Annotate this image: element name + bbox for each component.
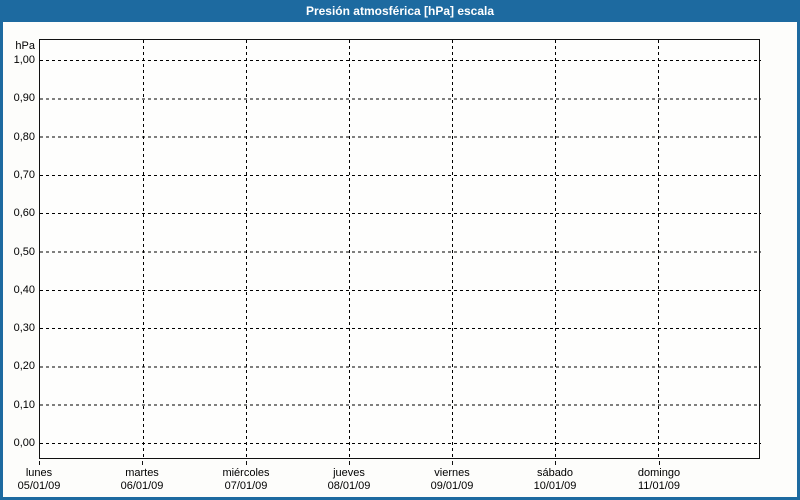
x-day-date: 11/01/09: [637, 480, 680, 492]
x-day-date: 07/01/09: [224, 480, 268, 492]
y-axis-unit-label: hPa: [15, 40, 35, 52]
y-tick-label: 0,30: [13, 322, 35, 334]
y-tick-label: 0,20: [13, 360, 35, 372]
x-tick-mark: [142, 461, 143, 465]
y-tick-label: 0,70: [13, 169, 35, 181]
x-tick-mark: [349, 461, 350, 465]
y-tick-label: 0,80: [13, 131, 35, 143]
x-day-label: martes 06/01/09: [92, 467, 192, 493]
x-day-label: domingo 11/01/09: [609, 467, 709, 493]
window-border-left: [0, 0, 3, 500]
y-tick-label: 0,40: [13, 284, 35, 296]
y-tick-label: 0,60: [13, 207, 35, 219]
x-tick-mark: [246, 461, 247, 465]
x-tick-mark: [555, 461, 556, 465]
grid-lines: [40, 40, 761, 460]
x-day-name: miércoles: [222, 467, 270, 479]
y-tick-label: 1,00: [13, 54, 35, 66]
x-tick-mark: [452, 461, 453, 465]
x-day-name: viernes: [434, 467, 470, 479]
x-day-name: martes: [125, 467, 159, 479]
y-tick-label: 0,00: [13, 437, 35, 449]
x-tick-mark: [659, 461, 660, 465]
x-day-name: sábado: [536, 467, 574, 479]
x-day-date: 08/01/09: [327, 480, 371, 492]
window-border-right: [797, 0, 800, 500]
x-tick-mark: [39, 461, 40, 465]
x-day-date: 06/01/09: [120, 480, 164, 492]
y-tick-label: 0,90: [13, 92, 35, 104]
plot-area: [39, 39, 761, 460]
x-day-label: miércoles 07/01/09: [196, 467, 296, 493]
x-day-label: jueves 08/01/09: [299, 467, 399, 493]
x-day-label: sábado 10/01/09: [505, 467, 605, 493]
x-day-date: 10/01/09: [533, 480, 577, 492]
x-day-name: lunes: [25, 467, 53, 479]
title-bar: Presión atmosférica [hPa] escala: [0, 0, 800, 22]
x-day-label: lunes 05/01/09: [0, 467, 89, 493]
x-day-date: 09/01/09: [430, 480, 474, 492]
y-tick-label: 0,50: [13, 246, 35, 258]
x-day-date: 05/01/09: [17, 480, 61, 492]
x-day-label: viernes 09/01/09: [402, 467, 502, 493]
window-border-bottom: [0, 497, 800, 500]
chart-title: Presión atmosférica [hPa] escala: [305, 4, 495, 18]
x-day-name: domingo: [637, 467, 681, 479]
y-tick-label: 0,10: [13, 399, 35, 411]
x-day-name: jueves: [333, 467, 365, 479]
